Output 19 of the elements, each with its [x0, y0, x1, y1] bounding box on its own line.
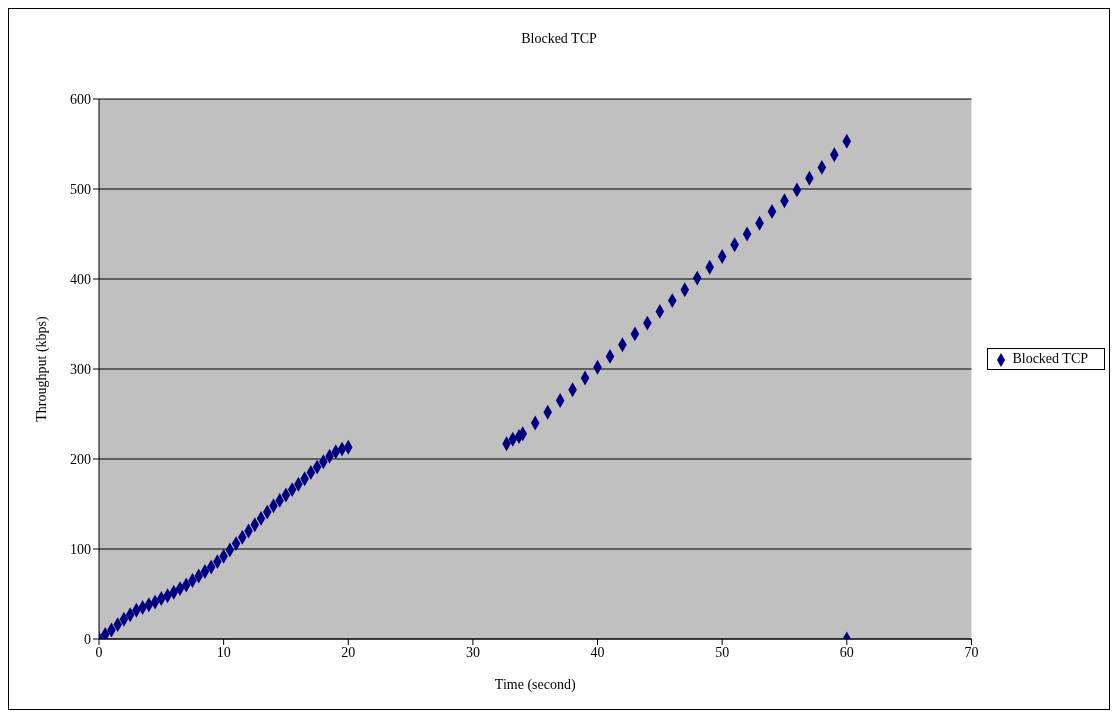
x-tick-label: 20 [341, 644, 356, 660]
x-tick-label: 60 [839, 644, 854, 660]
x-tick-label: 40 [590, 644, 605, 660]
y-tick-label: 500 [70, 181, 91, 197]
x-tick-label: 30 [465, 644, 480, 660]
legend-label: Blocked TCP [1012, 351, 1088, 366]
x-tick-label: 10 [216, 644, 231, 660]
chart-title: Blocked TCP [520, 31, 598, 47]
x-tick-label: 0 [95, 644, 103, 660]
y-tick-label: 0 [84, 631, 91, 647]
y-tick-label: 300 [70, 361, 91, 377]
y-axis-title: Throughput (kbps) [33, 315, 50, 422]
y-tick-label: 100 [70, 541, 91, 557]
y-tick-label: 600 [70, 91, 91, 107]
x-tick-label: 50 [715, 644, 730, 660]
x-tick-label: 70 [964, 644, 979, 660]
x-axis-title: Time (second) [494, 677, 576, 693]
y-tick-label: 400 [70, 271, 91, 287]
y-tick-label: 200 [70, 451, 91, 467]
